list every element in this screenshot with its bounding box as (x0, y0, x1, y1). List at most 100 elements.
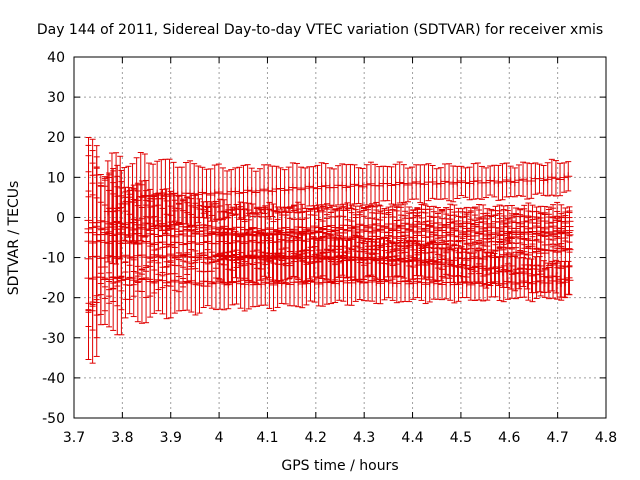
data-point-track-g (445, 247, 454, 279)
data-point-track-g (272, 230, 281, 283)
data-point-track-g (552, 259, 561, 294)
data-point-track-h (150, 249, 159, 314)
data-point-track-a (334, 165, 343, 206)
data-point-track-h (166, 245, 175, 319)
data-point-track-h (203, 257, 212, 307)
data-point-track-h (96, 229, 105, 326)
data-point-track-g (400, 238, 409, 279)
data-point-track-a (453, 165, 462, 200)
data-point-track-a (354, 167, 363, 205)
data-point-track-a (239, 164, 248, 221)
data-point-track-a (428, 164, 437, 199)
data-point-track-g (338, 237, 347, 276)
data-point-track-a (547, 158, 556, 196)
data-point-track-a (214, 163, 223, 221)
data-point-track-g (301, 233, 310, 284)
data-point-track-h (109, 224, 118, 331)
data-point-track-g (334, 237, 343, 278)
data-point-track-h (162, 246, 171, 320)
data-point-track-h (183, 252, 192, 311)
data-point-track-a (276, 167, 285, 210)
data-point-track-h (248, 257, 257, 308)
data-point-track-a (346, 163, 355, 209)
data-point-track-g (395, 239, 404, 277)
data-point-track-a (519, 161, 528, 197)
data-point-track-h (228, 259, 237, 306)
data-point-track-a (399, 164, 408, 203)
data-point-track-h (88, 194, 97, 364)
data-point-track-h (170, 246, 179, 314)
data-point-track-g (321, 233, 330, 280)
data-point-track-h (220, 254, 229, 311)
data-point-track-a (395, 161, 404, 204)
data-point-track-a (280, 169, 289, 212)
data-point-track-a (243, 164, 252, 217)
data-point-track-a (482, 167, 491, 199)
data-point-track-h (121, 240, 130, 319)
data-point-track-h (244, 255, 253, 310)
data-point-track-a (539, 164, 548, 196)
data-point-track-g (404, 239, 413, 282)
data-point-track-g (276, 229, 285, 282)
data-point-track-a (292, 162, 301, 214)
data-point-track-a (523, 162, 532, 200)
data-point-track-a (210, 164, 219, 222)
data-point-track-g (535, 256, 544, 293)
data-point-track-g (358, 239, 367, 280)
data-point-track-a (181, 161, 190, 225)
data-point-track-g (416, 243, 425, 277)
data-point-track-a (469, 163, 478, 200)
data-point-track-g (482, 251, 491, 289)
data-point-track-h (195, 252, 204, 314)
data-point-track-h (146, 245, 155, 318)
data-point-track-g (309, 236, 318, 278)
data-point-track-h (158, 246, 167, 315)
data-point-track-h (142, 235, 151, 324)
data-point-track-a (338, 163, 347, 208)
data-point-track-h (84, 196, 93, 360)
data-point-track-a (408, 166, 417, 200)
data-point-track-g (539, 260, 548, 294)
data-point-track-a (457, 165, 466, 197)
data-point-track-a (527, 163, 536, 199)
data-point-track-h (117, 225, 126, 336)
data-point-track-g (461, 248, 470, 283)
data-point-track-a (301, 167, 310, 209)
data-point-track-a (424, 163, 433, 202)
data-point-track-a (440, 163, 449, 200)
data-layer (84, 137, 574, 364)
data-point-track-a (358, 168, 367, 206)
data-point-track-e (499, 220, 508, 251)
data-point-track-a (305, 166, 314, 207)
data-point-track-a (449, 165, 458, 203)
data-point-track-a (486, 165, 495, 196)
data-point-track-g (469, 252, 478, 283)
data-point-track-a (321, 163, 330, 209)
data-point-track-h (232, 258, 241, 305)
data-point-track-h (236, 258, 245, 309)
data-point-track-h (92, 197, 101, 357)
data-point-track-a (403, 167, 412, 203)
data-point-track-a (477, 165, 486, 200)
data-point-track-g (379, 237, 388, 281)
data-point-track-a (255, 168, 264, 214)
data-point-track-a (560, 162, 569, 193)
data-point-track-a (375, 166, 384, 206)
data-point-track-a (391, 163, 400, 206)
data-point-track-f (557, 233, 566, 269)
data-point-track-a (564, 161, 573, 192)
data-point-track-a (465, 166, 474, 201)
data-point-track-g (231, 230, 240, 279)
data-point-track-a (416, 164, 425, 204)
data-point-track-h (240, 257, 249, 312)
data-point-track-g (330, 236, 339, 283)
data-point-track-f (520, 238, 529, 270)
data-point-track-a (543, 162, 552, 197)
data-point-track-a (190, 163, 199, 228)
data-point-track-h (207, 258, 216, 309)
data-point-track-a (227, 169, 236, 215)
data-point-track-g (260, 233, 269, 277)
data-point-track-g (428, 240, 437, 281)
data-point-track-h (216, 252, 225, 310)
